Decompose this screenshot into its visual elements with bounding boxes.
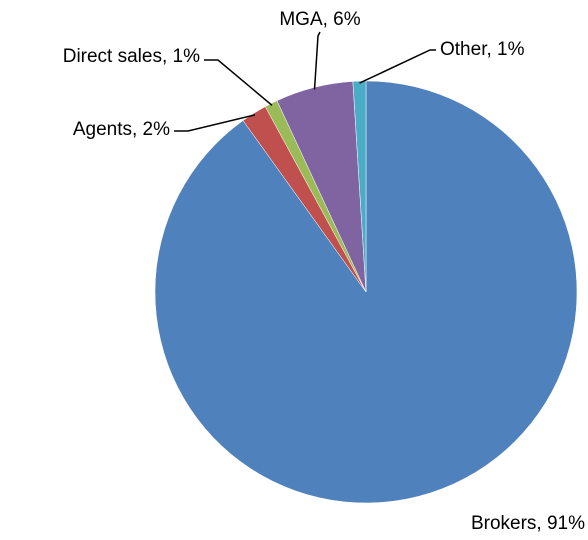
data-label: MGA, 6% [279,9,360,30]
pie-slice [352,80,367,293]
data-label: Other, 1% [440,39,525,60]
leader-line [359,49,436,84]
data-label: Agents, 2% [73,119,170,140]
data-label: Direct sales, 1% [63,46,200,67]
leader-line [313,31,321,90]
leader-line [174,114,256,132]
leader-line [204,59,273,106]
data-label: Brokers, 91% [471,513,585,534]
